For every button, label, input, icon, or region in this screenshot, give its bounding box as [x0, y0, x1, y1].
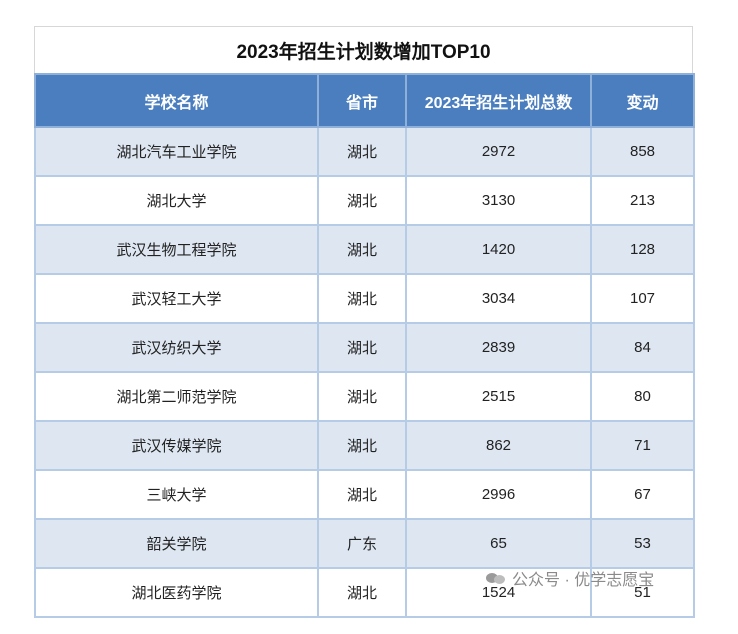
school-name-cell: 湖北医药学院: [34, 567, 319, 618]
table-row: 湖北第二师范学院 湖北 2515 80: [34, 371, 695, 422]
province-cell: 湖北: [317, 420, 407, 471]
total-cell: 3034: [405, 273, 592, 324]
school-name-cell: 韶关学院: [34, 518, 319, 569]
total-cell: 3130: [405, 175, 592, 226]
province-cell: 广东: [317, 518, 407, 569]
change-cell: 107: [590, 273, 695, 324]
province-cell: 湖北: [317, 371, 407, 422]
table-row: 湖北汽车工业学院 湖北 2972 858: [34, 126, 695, 177]
table-row: 韶关学院 广东 65 53: [34, 518, 695, 569]
table-row: 湖北大学 湖北 3130 213: [34, 175, 695, 226]
change-cell: 51: [590, 567, 695, 618]
province-cell: 湖北: [317, 126, 407, 177]
school-name-cell: 武汉纺织大学: [34, 322, 319, 373]
table-row: 武汉纺织大学 湖北 2839 84: [34, 322, 695, 373]
table-row: 湖北医药学院 湖北 1524 51: [34, 567, 695, 618]
school-name-cell: 湖北汽车工业学院: [34, 126, 319, 177]
change-cell: 67: [590, 469, 695, 520]
total-cell: 65: [405, 518, 592, 569]
total-cell: 2996: [405, 469, 592, 520]
province-cell: 湖北: [317, 273, 407, 324]
province-cell: 湖北: [317, 224, 407, 275]
province-cell: 湖北: [317, 469, 407, 520]
table-row: 武汉生物工程学院 湖北 1420 128: [34, 224, 695, 275]
ranking-table-container: 2023年招生计划数增加TOP10 学校名称 省市 2023年招生计划总数 变动…: [34, 26, 695, 618]
change-cell: 213: [590, 175, 695, 226]
school-name-cell: 武汉轻工大学: [34, 273, 319, 324]
table-row: 武汉传媒学院 湖北 862 71: [34, 420, 695, 471]
school-name-cell: 湖北第二师范学院: [34, 371, 319, 422]
province-cell: 湖北: [317, 322, 407, 373]
total-cell: 2515: [405, 371, 592, 422]
change-cell: 84: [590, 322, 695, 373]
school-name-cell: 三峡大学: [34, 469, 319, 520]
school-name-cell: 湖北大学: [34, 175, 319, 226]
ranking-table: 学校名称 省市 2023年招生计划总数 变动 湖北汽车工业学院 湖北 2972 858…: [34, 73, 695, 618]
table-row: 武汉轻工大学 湖北 3034 107: [34, 273, 695, 324]
change-cell: 80: [590, 371, 695, 422]
change-cell: 71: [590, 420, 695, 471]
total-cell: 1524: [405, 567, 592, 618]
table-row: 三峡大学 湖北 2996 67: [34, 469, 695, 520]
province-cell: 湖北: [317, 567, 407, 618]
column-header-school: 学校名称: [34, 73, 319, 128]
school-name-cell: 武汉生物工程学院: [34, 224, 319, 275]
table-header-row: 学校名称 省市 2023年招生计划总数 变动: [34, 73, 695, 128]
school-name-cell: 武汉传媒学院: [34, 420, 319, 471]
change-cell: 53: [590, 518, 695, 569]
column-header-total: 2023年招生计划总数: [405, 73, 592, 128]
province-cell: 湖北: [317, 175, 407, 226]
change-cell: 858: [590, 126, 695, 177]
change-cell: 128: [590, 224, 695, 275]
column-header-province: 省市: [317, 73, 407, 128]
total-cell: 1420: [405, 224, 592, 275]
total-cell: 862: [405, 420, 592, 471]
total-cell: 2972: [405, 126, 592, 177]
table-title: 2023年招生计划数增加TOP10: [34, 26, 693, 73]
total-cell: 2839: [405, 322, 592, 373]
column-header-change: 变动: [590, 73, 695, 128]
